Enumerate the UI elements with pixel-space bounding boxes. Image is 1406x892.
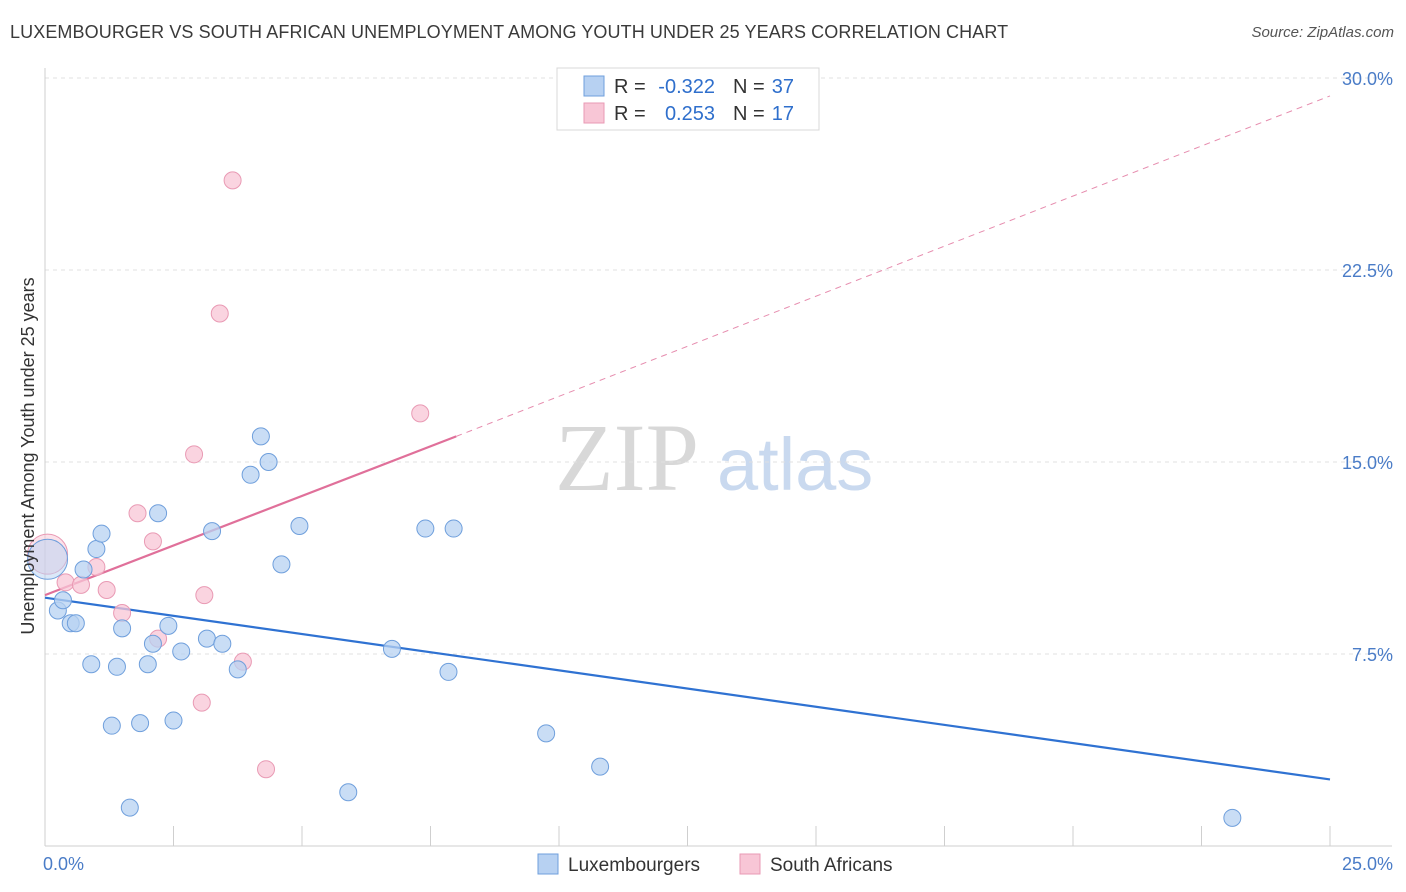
point-luxembourgers-12 <box>120 798 139 817</box>
point-luxembourgers-20 <box>197 629 216 648</box>
point-south-africans-4 <box>97 581 116 599</box>
x-tick-label-0: 0.0% <box>43 854 84 874</box>
bottom-legend-swatch-south-africans <box>739 853 761 875</box>
y-tick-label-2: 22.5% <box>1342 261 1393 281</box>
legend-r-label-2: R = <box>614 103 646 125</box>
trend-line-south-africans <box>44 435 457 597</box>
y-tick-label-1: 15.0% <box>1342 453 1393 473</box>
bottom-legend-label-south-africans: South Africans <box>770 855 893 876</box>
point-luxembourgers-28 <box>290 517 309 535</box>
point-luxembourgers-25 <box>251 427 270 446</box>
point-luxembourgers-30 <box>382 639 401 658</box>
source-label: Source: ZipAtlas.com <box>1251 24 1394 41</box>
trend-lines <box>44 95 1331 781</box>
point-south-africans-6 <box>128 504 147 523</box>
point-south-africans-9 <box>185 445 204 464</box>
point-luxembourgers-22 <box>213 634 232 653</box>
point-luxembourgers-18 <box>164 711 183 730</box>
legend-n-label-1: N = <box>733 76 765 98</box>
point-luxembourgers-19 <box>172 642 191 661</box>
point-luxembourgers-5 <box>74 560 93 579</box>
legend-swatch-south-africans <box>583 102 605 124</box>
point-south-africans-11 <box>195 586 214 605</box>
bottom-legend-label-luxembourgers: Luxembourgers <box>568 855 700 876</box>
chart-title: LUXEMBOURGER VS SOUTH AFRICAN UNEMPLOYME… <box>10 22 1009 42</box>
point-luxembourgers-23 <box>228 660 247 679</box>
point-luxembourgers-2 <box>53 591 72 610</box>
legend-n-value-1: 37 <box>772 76 794 98</box>
point-south-africans-16 <box>411 404 430 423</box>
point-luxembourgers-26 <box>259 453 278 471</box>
point-south-africans-15 <box>257 760 276 779</box>
y-tick-label-3: 30.0% <box>1342 69 1393 89</box>
point-luxembourgers-29 <box>339 783 358 802</box>
point-luxembourgers-31 <box>416 519 435 538</box>
point-south-africans-10 <box>192 693 211 712</box>
point-luxembourgers-0 <box>27 538 69 580</box>
point-luxembourgers-13 <box>131 714 150 733</box>
bottom-legend-swatch-luxembourgers <box>537 853 559 875</box>
point-luxembourgers-7 <box>87 540 106 559</box>
grid-lines <box>45 77 1392 655</box>
point-luxembourgers-24 <box>241 465 260 484</box>
point-south-africans-2 <box>71 575 90 594</box>
point-south-africans-7 <box>143 532 162 551</box>
y-tick-label-0: 7.5% <box>1352 645 1393 665</box>
watermark-atlas: atlas <box>717 423 873 506</box>
legend-r-value-2: 0.253 <box>665 103 715 125</box>
point-luxembourgers-32 <box>439 662 458 681</box>
tick-labels: 7.5% 15.0% 22.5% 30.0% 0.0% 25.0% <box>43 69 1393 874</box>
point-south-africans-5 <box>113 604 132 623</box>
legend-r-value-1: -0.322 <box>658 76 715 98</box>
point-luxembourgers-27 <box>272 555 291 574</box>
point-south-africans-12 <box>210 304 229 323</box>
series-legend: Luxembourgers South Africans <box>537 853 893 876</box>
point-luxembourgers-10 <box>107 657 126 676</box>
legend-swatch-luxembourgers <box>583 75 605 97</box>
point-luxembourgers-4 <box>66 614 85 633</box>
point-luxembourgers-35 <box>591 757 610 776</box>
point-luxembourgers-6 <box>82 655 101 674</box>
legend-n-value-2: 17 <box>772 103 794 125</box>
legend-n-label-2: N = <box>733 103 765 125</box>
x-tick-label-1: 25.0% <box>1342 854 1393 874</box>
point-south-africans-1 <box>56 573 75 592</box>
point-south-africans-13 <box>223 171 242 190</box>
point-luxembourgers-21 <box>203 522 222 541</box>
point-luxembourgers-33 <box>444 519 463 538</box>
point-luxembourgers-36 <box>1223 808 1242 827</box>
point-luxembourgers-11 <box>113 619 132 638</box>
point-luxembourgers-8 <box>92 524 111 543</box>
trend-line-south-africans-dashed <box>456 95 1331 437</box>
point-luxembourgers-14 <box>138 655 157 674</box>
correlation-legend: R = -0.322 N = 37 R = 0.253 N = 17 <box>556 67 820 131</box>
point-luxembourgers-15 <box>143 634 162 653</box>
point-luxembourgers-16 <box>149 504 168 523</box>
watermark-zip: ZIP <box>555 404 699 511</box>
legend-r-label-1: R = <box>614 76 646 98</box>
data-points <box>27 171 1242 827</box>
point-luxembourgers-34 <box>537 724 556 743</box>
point-luxembourgers-9 <box>102 716 121 735</box>
point-luxembourgers-17 <box>159 616 178 635</box>
trend-line-luxembourgers <box>44 596 1331 781</box>
y-axis-title: Unemployment Among Youth under 25 years <box>18 277 38 634</box>
axes <box>44 68 1392 847</box>
